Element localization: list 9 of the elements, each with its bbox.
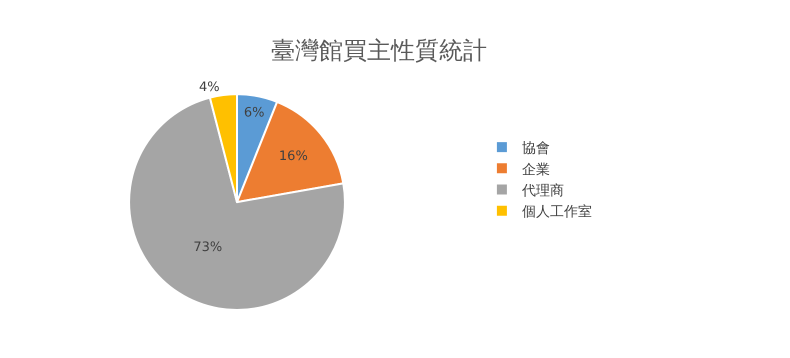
- data-label: 4%: [198, 80, 220, 96]
- legend-label: 個人工作室: [522, 204, 592, 220]
- data-label: 73%: [193, 240, 222, 255]
- legend-label: 代理商: [520, 182, 564, 199]
- legend-label: 企業: [522, 162, 550, 178]
- data-label: 6%: [244, 105, 264, 120]
- chart-title: 臺灣館買主性質統計: [271, 36, 488, 64]
- legend-label: 協會: [522, 140, 550, 157]
- data-label: 16%: [278, 148, 308, 164]
